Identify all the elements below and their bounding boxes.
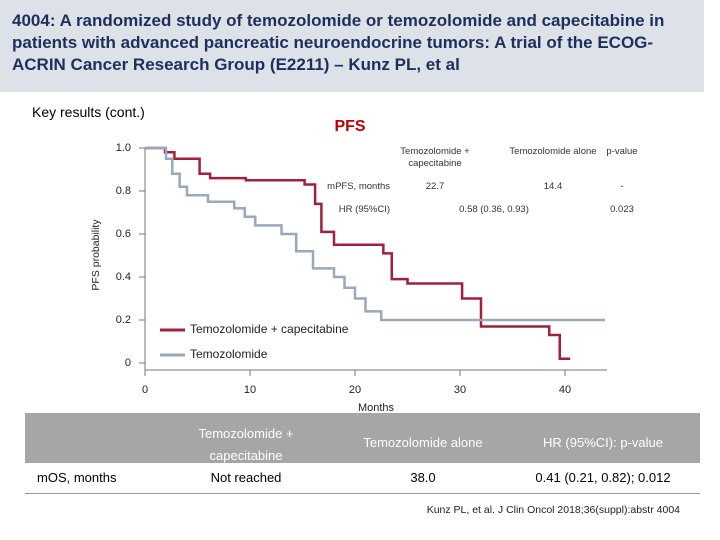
x-tick-label: 30 [454,384,466,396]
x-axis-label: Months [358,402,395,414]
survival-curve [145,146,571,360]
inset-column-header: Temozolomide + capecitabine [400,146,470,169]
table-header-band [25,413,700,463]
x-tick-label: 40 [559,384,571,396]
title-banner [0,0,704,92]
table-column-header: Temozolomide + capecitabine [198,426,294,463]
x-tick-label: 10 [244,384,256,396]
y-axis-label: PFS probability [90,219,102,291]
table-cell: 38.0 [410,470,436,485]
inset-column-header: p-value [606,146,638,157]
legend-label: Temozolomide + capecitabine [190,322,349,336]
table-cell: Not reached [210,470,282,485]
y-tick-label: 0.6 [116,228,131,240]
table-row-label: mOS, months [37,470,117,485]
section-heading: Key results (cont.) [32,104,145,120]
survival-curve [145,146,605,322]
chart-title: PFS [334,118,365,135]
x-tick-label: 20 [349,384,361,396]
y-tick-label: 0.2 [116,314,131,326]
y-tick-label: 1.0 [116,142,131,154]
inset-cell: 22.7 [425,181,445,192]
table-column-header: HR (95%CI): p-value [543,435,663,450]
y-tick-label: 0.8 [116,185,131,197]
y-tick-label: 0.4 [116,271,131,283]
citation: Kunz PL, et al. J Clin Oncol 2018;36(sup… [426,504,680,516]
inset-cell: 0.58 (0.36, 0.93) [459,204,529,215]
inset-column-header: Temozolomide alone [509,146,597,157]
x-tick-label: 0 [142,384,148,396]
slide-title: 4004: A randomized study of temozolomide… [12,11,665,74]
inset-cell: 14.4 [543,181,563,192]
legend-label: Temozolomide [190,347,268,361]
inset-cell: 0.023 [610,204,634,215]
table-cell: 0.41 (0.21, 0.82); 0.012 [535,470,671,485]
chart: PFS PFS probability Months 0 0.2 0.4 0.6 0.8 1.0… [90,118,607,414]
inset-row-label: mPFS, months [327,181,390,192]
y-tick-label: 0 [125,357,131,369]
table-rule [25,493,700,494]
inset-cell: - [620,181,624,192]
inset-row-label: HR (95%CI) [338,204,390,215]
table-column-header: Temozolomide alone [363,435,483,450]
